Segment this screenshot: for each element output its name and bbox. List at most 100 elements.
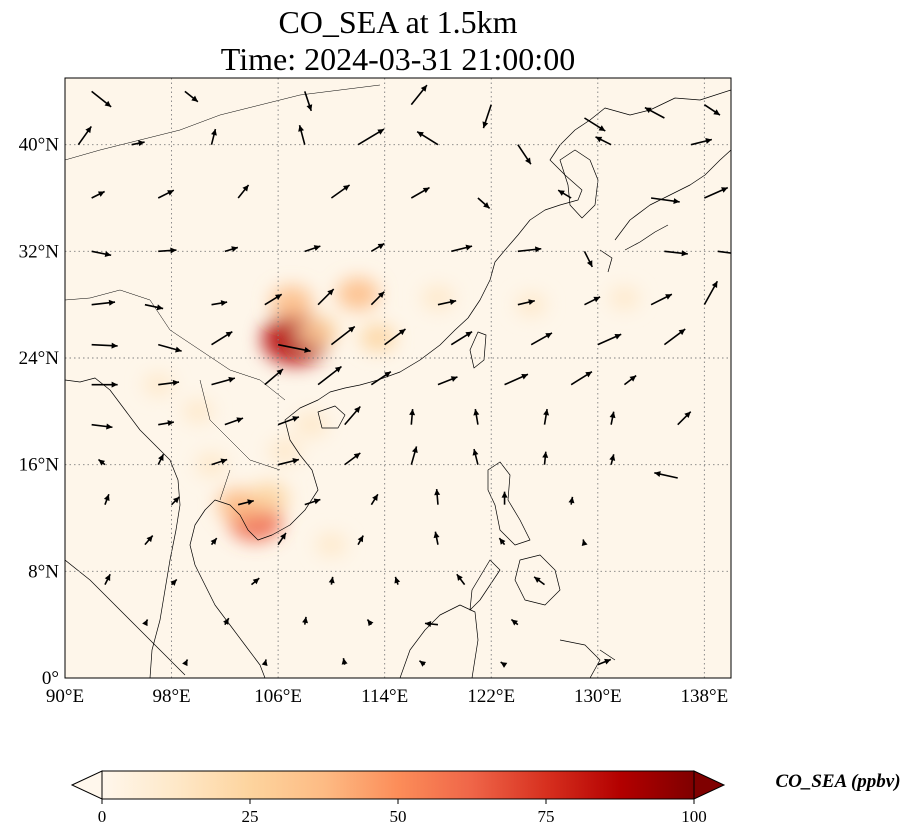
longitude-tick-label: 122°E	[467, 686, 515, 707]
borneo-island	[399, 604, 479, 678]
wind-arrow	[157, 453, 165, 466]
longitude-tick-label: 98°E	[152, 686, 190, 707]
taiwan-island	[469, 331, 487, 369]
concentration-blob	[294, 411, 329, 438]
wind-arrow	[91, 250, 112, 257]
wind-arrow	[542, 451, 549, 465]
wind-arrow	[517, 299, 535, 306]
latitude-tick-labels: 0° 8°N 16°N 24°N 32°N 40°N	[19, 135, 60, 689]
wind-arrow	[298, 124, 306, 145]
colorbar-tick-label: 25	[242, 807, 259, 826]
wind-arrow	[144, 303, 164, 311]
wind-arrow	[510, 618, 519, 626]
wind-arrow	[472, 448, 479, 465]
wind-arrow	[644, 106, 665, 119]
wind-arrow	[277, 416, 300, 426]
wind-arrow	[597, 658, 612, 666]
latitude-tick-label: 16°N	[19, 455, 60, 476]
title-line-1: CO_SEA at 1.5km	[278, 4, 517, 40]
concentration-blob	[316, 532, 347, 557]
map-background	[65, 78, 731, 678]
wind-arrow	[664, 250, 688, 257]
wind-arrow	[543, 408, 550, 425]
latitude-tick-label: 8°N	[28, 561, 59, 582]
wind-arrow	[91, 342, 118, 349]
wind-arrow	[131, 140, 145, 147]
wind-arrow	[533, 576, 546, 586]
wind-arrow	[211, 376, 236, 386]
wind-arrow	[584, 117, 606, 132]
wind-arrow	[609, 411, 616, 425]
colorbar-tick-label: 75	[538, 807, 555, 826]
wind-arrow	[473, 408, 480, 425]
hainan-island	[317, 405, 346, 429]
wind-arrow	[623, 374, 637, 386]
wind-arrow	[456, 573, 466, 586]
wind-arrow	[568, 496, 575, 505]
wind-arrow	[104, 573, 111, 586]
wind-arrow	[370, 371, 392, 386]
longitude-tick-label: 138°E	[681, 686, 729, 707]
philippines-south	[469, 554, 561, 611]
wind-arrow	[394, 576, 401, 585]
wind-arrow	[690, 138, 713, 146]
wind-arrow	[450, 330, 473, 346]
mainland-coast	[189, 89, 731, 678]
wind-arrow	[157, 189, 175, 199]
wind-arrow	[498, 537, 506, 546]
wind-arrow	[237, 184, 250, 199]
latitude-tick-label: 40°N	[19, 135, 60, 156]
concentration-blob	[270, 285, 313, 319]
concentration-blob	[216, 488, 260, 521]
wind-arrow	[277, 532, 287, 546]
concentration-blob	[182, 399, 214, 424]
colorbar-ticks: 0 25 50 75 100	[98, 799, 707, 826]
wind-arrow	[328, 576, 335, 585]
wind-arrow	[91, 90, 112, 108]
wind-arrow	[595, 136, 612, 146]
longitude-tick-labels: 90°E 98°E 106°E 114°E 122°E 130°E 138°E	[46, 686, 728, 707]
map-panel	[64, 77, 732, 679]
wind-arrow	[609, 454, 616, 465]
wind-arrow	[250, 577, 260, 586]
concentration-blob	[298, 315, 339, 347]
wind-arrow	[581, 539, 588, 547]
wind-arrow	[584, 296, 601, 306]
interior-borders	[65, 84, 381, 501]
luzon-island	[487, 461, 531, 546]
wind-arrow	[97, 458, 106, 466]
wind-arrow	[366, 618, 374, 627]
latitude-tick-label: 0°	[42, 668, 59, 689]
wind-arrow	[277, 343, 311, 353]
wind-arrow	[302, 616, 309, 625]
wind-arrow	[357, 128, 385, 146]
colorbar-label: CO_SEA (ppbv)	[775, 771, 900, 792]
wind-arrow	[77, 126, 92, 146]
wind-arrow	[650, 293, 673, 306]
wind-arrow	[158, 379, 180, 386]
wind-arrow	[210, 537, 218, 546]
wind-arrow	[261, 659, 268, 667]
wind-arrow	[409, 409, 416, 425]
wind-arrow	[224, 246, 239, 253]
wind-arrow	[91, 190, 105, 199]
wind-arrow	[357, 535, 364, 546]
wind-arrow	[210, 128, 217, 145]
wind-arrow	[211, 300, 228, 307]
wind-arrow	[317, 288, 335, 306]
colorbar: 0 25 50 75 100 CO_SEA (ppbv)	[70, 770, 901, 826]
wind-arrow	[317, 365, 342, 386]
wind-arrow	[424, 620, 439, 627]
japan-islands	[599, 149, 731, 273]
longitude-tick-label: 106°E	[254, 686, 302, 707]
wind-arrow	[370, 291, 385, 306]
concentration-blob	[360, 324, 396, 352]
wind-arrow	[91, 423, 113, 430]
wind-arrow	[158, 420, 174, 427]
wind-arrow	[650, 197, 680, 205]
colorbar-tick-label: 0	[98, 807, 107, 826]
wind-arrow	[370, 493, 379, 506]
wind-arrow	[158, 247, 177, 254]
longitude-tick-label: 130°E	[574, 686, 622, 707]
